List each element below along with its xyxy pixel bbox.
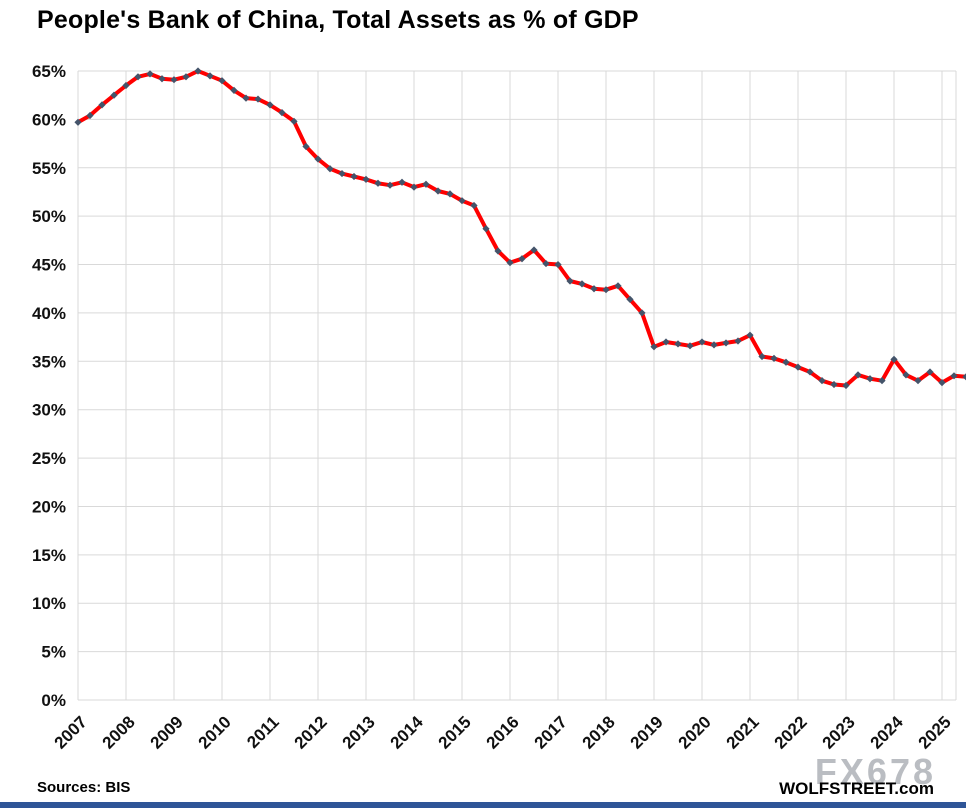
svg-text:2020: 2020	[675, 712, 715, 752]
svg-text:2018: 2018	[579, 712, 619, 752]
svg-text:40%: 40%	[32, 304, 66, 323]
svg-text:60%: 60%	[32, 110, 66, 129]
svg-text:2017: 2017	[531, 712, 571, 752]
svg-text:10%: 10%	[32, 594, 66, 613]
wolfstreet-brand: WOLFSTREET.com	[779, 779, 934, 798]
svg-text:2007: 2007	[51, 712, 91, 752]
svg-text:2008: 2008	[99, 712, 139, 752]
chart-title: People's Bank of China, Total Assets as …	[37, 6, 639, 34]
svg-text:2014: 2014	[387, 712, 428, 753]
svg-text:2012: 2012	[291, 712, 331, 752]
svg-text:2023: 2023	[819, 712, 859, 752]
svg-text:2019: 2019	[627, 712, 667, 752]
svg-text:2016: 2016	[483, 712, 523, 752]
svg-text:2021: 2021	[723, 712, 763, 752]
svg-text:2013: 2013	[339, 712, 379, 752]
fx678-watermark: FX678	[814, 751, 936, 792]
bottom-accent-bar	[0, 802, 966, 808]
svg-text:35%: 35%	[32, 352, 66, 371]
svg-text:0%: 0%	[41, 691, 66, 710]
svg-text:20%: 20%	[32, 497, 66, 516]
svg-text:65%: 65%	[32, 62, 66, 81]
chart-canvas: 0% 5% 10% 15% 20% 25% 30% 35% 40% 45% 50% 55% 60% 65%…	[32, 62, 966, 753]
svg-text:2011: 2011	[243, 712, 283, 752]
svg-text:5%: 5%	[41, 643, 66, 662]
svg-text:25%: 25%	[32, 449, 66, 468]
svg-text:30%: 30%	[32, 401, 66, 420]
svg-text:2025: 2025	[915, 712, 955, 752]
svg-text:2015: 2015	[435, 712, 475, 752]
svg-text:2009: 2009	[147, 712, 187, 752]
svg-text:50%: 50%	[32, 207, 66, 226]
svg-text:45%: 45%	[32, 256, 66, 275]
svg-text:2022: 2022	[771, 712, 811, 752]
svg-text:15%: 15%	[32, 546, 66, 565]
sources-label: Sources: BIS	[37, 779, 131, 796]
svg-text:2024: 2024	[867, 712, 908, 753]
svg-text:2010: 2010	[195, 712, 235, 752]
svg-text:55%: 55%	[32, 159, 66, 178]
